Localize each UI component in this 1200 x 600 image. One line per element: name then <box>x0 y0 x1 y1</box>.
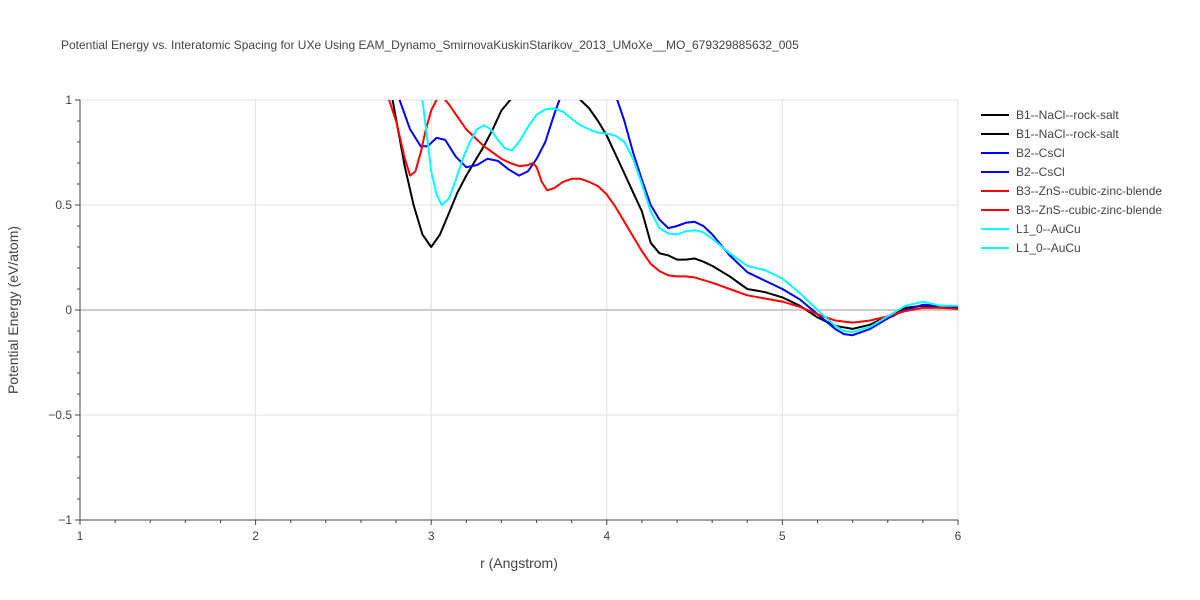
legend-label: B1--NaCl--rock-salt <box>1016 108 1119 122</box>
y-tick-label: −1 <box>58 513 72 527</box>
x-tick-label: 5 <box>779 529 786 543</box>
legend-label: B2--CsCl <box>1016 165 1065 179</box>
x-tick-label: 4 <box>603 529 610 543</box>
y-tick-label: 0 <box>65 303 72 317</box>
legend-label: L1_0--AuCu <box>1016 241 1081 255</box>
x-tick-label: 3 <box>428 529 435 543</box>
x-tick-label: 2 <box>252 529 259 543</box>
series-line-2 <box>398 100 561 177</box>
legend-label: B3--ZnS--cubic-zinc-blende <box>1016 203 1162 217</box>
series-line-5 <box>421 100 958 333</box>
x-tick-label: 6 <box>955 529 962 543</box>
legend-item[interactable]: B2--CsCl <box>981 165 1065 179</box>
legend-item[interactable]: L1_0--AuCu <box>981 241 1081 255</box>
series-line-1 <box>579 100 958 330</box>
y-tick-label: 1 <box>65 93 72 107</box>
legend-item[interactable]: L1_0--AuCu <box>981 222 1081 236</box>
x-axis-title: r (Angstrom) <box>480 555 558 571</box>
legend-item[interactable]: B3--ZnS--cubic-zinc-blende <box>981 184 1162 198</box>
legend-label: B1--NaCl--rock-salt <box>1016 127 1119 141</box>
series-line-4 <box>388 100 958 324</box>
y-tick-label: 0.5 <box>55 198 72 212</box>
legend-item[interactable]: B2--CsCl <box>981 146 1065 160</box>
x-tick-label: 1 <box>77 529 84 543</box>
axes: 1 2 3 4 5 6 −1 −0.5 0 0.5 1 <box>48 93 961 543</box>
series-line-3 <box>616 100 958 337</box>
legend-item[interactable]: B1--NaCl--rock-salt <box>981 127 1119 141</box>
legend[interactable]: B1--NaCl--rock-salt B1--NaCl--rock-salt B2… <box>981 108 1162 255</box>
legend-item[interactable]: B3--ZnS--cubic-zinc-blende <box>981 203 1162 217</box>
legend-item[interactable]: B1--NaCl--rock-salt <box>981 108 1119 122</box>
legend-label: B2--CsCl <box>1016 146 1065 160</box>
y-tick-label: −0.5 <box>48 408 72 422</box>
legend-label: L1_0--AuCu <box>1016 222 1081 236</box>
legend-label: B3--ZnS--cubic-zinc-blende <box>1016 184 1162 198</box>
grid-lines <box>80 99 959 520</box>
series-lines <box>388 100 958 337</box>
series-line-0 <box>391 100 512 248</box>
chart-title: Potential Energy vs. Interatomic Spacing… <box>61 38 799 52</box>
y-axis-title: Potential Energy (eV/atom) <box>5 226 21 394</box>
